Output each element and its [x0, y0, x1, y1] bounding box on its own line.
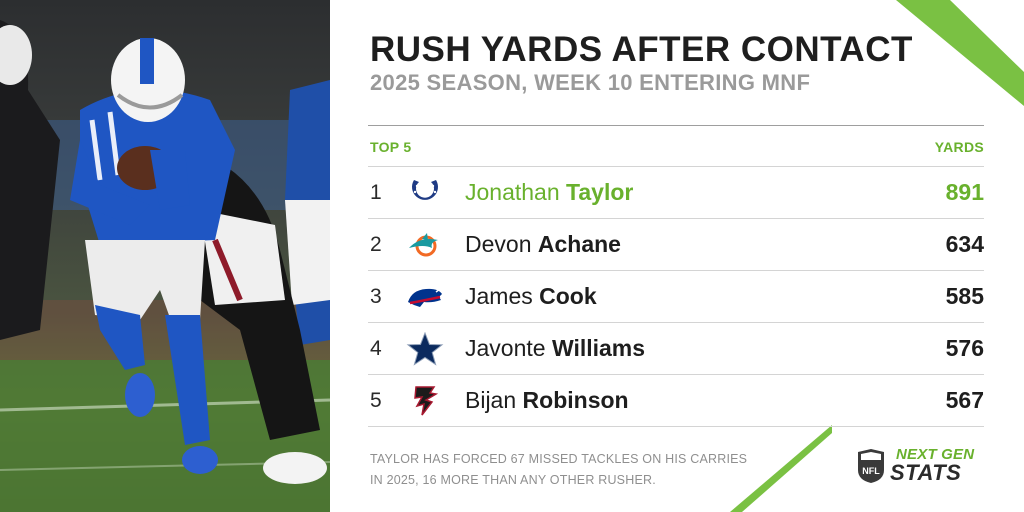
table-row: 5 Bijan Robinson 567 [368, 375, 984, 427]
accent-stripe-top [896, 0, 1024, 106]
player-last-name: Taylor [566, 179, 634, 205]
player-name: James Cook [465, 283, 597, 310]
falcons-bird-icon [414, 386, 439, 416]
row-yards: 576 [945, 335, 984, 361]
nfl-shield-text: NFL [862, 466, 880, 476]
player-photo-illustration [0, 20, 330, 512]
player-last-name: Robinson [522, 387, 629, 413]
player-name: Jonathan Taylor [465, 179, 633, 206]
dolphins-logo-icon [409, 233, 438, 257]
footnote-line-2: IN 2025, 16 MORE THAN ANY OTHER RUSHER. [370, 473, 656, 487]
row-yards: 567 [945, 387, 984, 413]
player-first-name: Javonte [465, 335, 546, 361]
player-last-name: Williams [551, 335, 646, 361]
table-header: TOP 5 YARDS [368, 125, 984, 167]
footnote-line-1: TAYLOR HAS FORCED 67 MISSED TACKLES ON H… [370, 452, 748, 466]
player-photo [0, 0, 330, 512]
table-row: 1 Jonathan Taylor 891 [368, 167, 984, 219]
player-last-name: Achane [537, 231, 621, 257]
accent-stripe-bottom [730, 425, 832, 512]
leaders-table: TOP 5 YARDS 1 Jonathan Taylor 891 2 Devo… [368, 125, 984, 427]
row-yards: 634 [945, 231, 984, 257]
nfl-shield-icon: NFL [858, 449, 884, 483]
player-name: Javonte Williams [465, 335, 645, 362]
table-row: 2 Devon Achane 634 [368, 219, 984, 271]
player-name: Devon Achane [465, 231, 621, 258]
table-row: 4 Javonte Williams 576 [368, 323, 984, 375]
column-header-top5: TOP 5 [370, 139, 412, 155]
player-first-name: James [465, 283, 533, 309]
page-subtitle: 2025 SEASON, WEEK 10 ENTERING MNF [370, 70, 811, 95]
row-rank: 3 [370, 285, 382, 308]
brand-stats: STATS [890, 460, 962, 485]
footnote: TAYLOR HAS FORCED 67 MISSED TACKLES ON H… [370, 449, 750, 491]
row-rank: 1 [370, 181, 382, 204]
player-name: Bijan Robinson [465, 387, 629, 414]
brand-next-gen: NEXT GEN [896, 446, 975, 463]
player-first-name: Bijan [465, 387, 517, 413]
colts-horseshoe-icon [412, 180, 438, 200]
bills-buffalo-icon [408, 288, 442, 307]
next-gen-stats-logo: NFL NEXT GEN STATS [856, 446, 986, 486]
player-first-name: Jonathan [465, 179, 560, 205]
column-header-yards: YARDS [934, 139, 984, 155]
cowboys-star-icon [406, 332, 444, 366]
row-rank: 4 [370, 337, 382, 360]
row-yards: 891 [945, 179, 984, 205]
row-yards: 585 [945, 283, 984, 309]
table-row: 3 James Cook 585 [368, 271, 984, 323]
player-first-name: Devon [465, 231, 532, 257]
row-rank: 5 [370, 389, 382, 412]
player-last-name: Cook [539, 283, 597, 309]
row-rank: 2 [370, 233, 382, 256]
page-title: RUSH YARDS AFTER CONTACT [370, 30, 913, 69]
